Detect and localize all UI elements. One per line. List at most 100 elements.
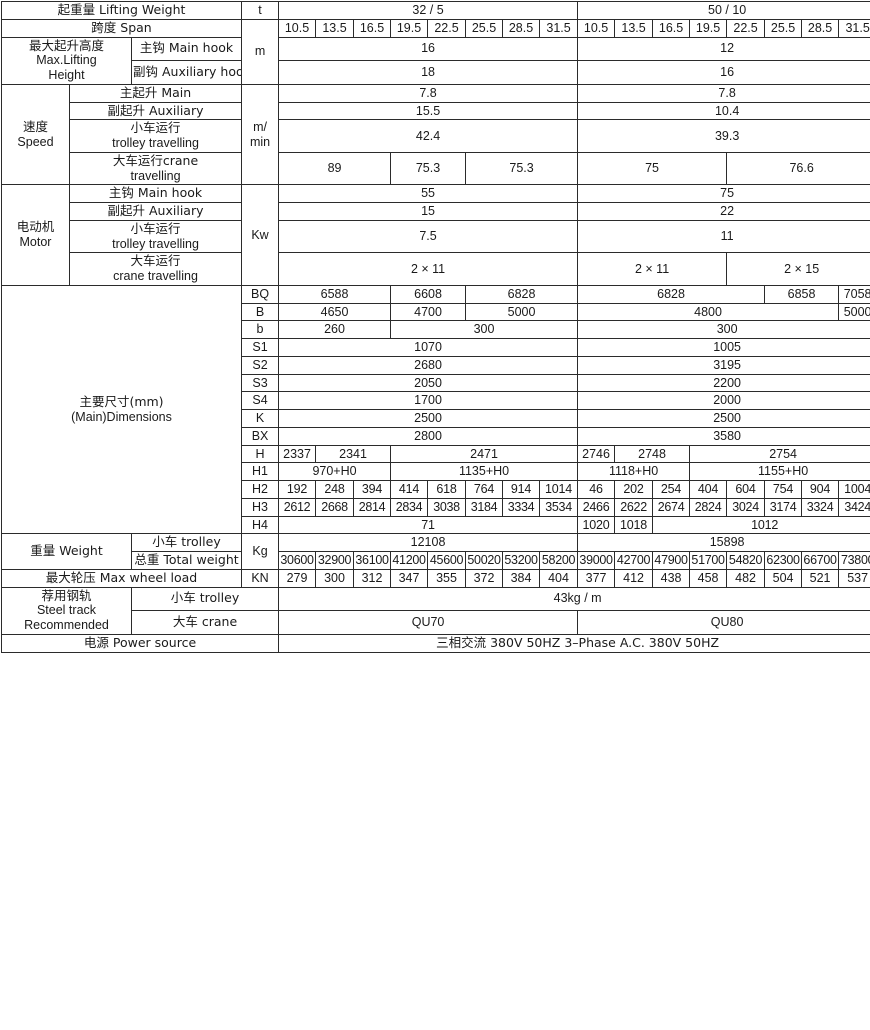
span-g1-3: 19.5 xyxy=(390,18,429,38)
span-g1-1: 13.5 xyxy=(315,18,355,38)
cell-g1-7: 1014 xyxy=(539,480,579,499)
cell-g2-7: 1004 xyxy=(838,480,870,499)
track-trolley-value: 43kg / m xyxy=(278,586,870,612)
row-max-wheel-load: 最大轮压 Max wheel load KN 279 300 312 347 355 372 3… xyxy=(0,568,870,588)
total-weight-g2-4: 54820 xyxy=(726,551,766,570)
cell-g1-0: 2680 xyxy=(278,355,579,375)
unit-meter: m xyxy=(241,18,280,85)
motor-aux-g1: 15 xyxy=(278,202,579,221)
row-weight-trolley: 重量 Weight 小车 trolley Kg 12108 15898 xyxy=(1,533,870,570)
label-motor-main-hook: 主钩 Main hook xyxy=(68,184,243,203)
label-motor-trolley: 小车运行 trolley travelling xyxy=(68,219,243,254)
span-g2-5: 25.5 xyxy=(764,18,803,38)
cell-g2-2: 1012 xyxy=(652,515,870,535)
cell-g1-0: 71 xyxy=(278,515,579,535)
cell-g1-1: 2341 xyxy=(315,444,392,464)
cell-g1-2: 6828 xyxy=(465,284,579,304)
wheel-load-g1-1: 300 xyxy=(315,568,355,588)
cell-g1-7: 3534 xyxy=(539,497,579,517)
max-lift-main-g1: 16 xyxy=(278,36,579,62)
cell-g2-1: 1155+H0 xyxy=(689,462,870,481)
spec-table-body: 起重量 Lifting Weight t 32 / 5 50 / 10 跨度 Span m… xyxy=(0,1,870,653)
total-weight-g1-7: 58200 xyxy=(539,551,579,570)
unit-lifting-weight: t xyxy=(241,1,280,20)
total-weight-g2-0: 39000 xyxy=(577,551,616,570)
cell-g2-0: 4800 xyxy=(577,302,840,322)
cell-g2-0: 3580 xyxy=(577,426,870,446)
cell-g2-1: 76.6 xyxy=(726,151,870,186)
wheel-load-g2-6: 521 xyxy=(801,568,840,588)
row-weight-total: 总重 Total weight 30600 32900 36100 41200 45600… xyxy=(2,551,870,570)
cell-g1-0: 6588 xyxy=(278,284,392,304)
motor-main-g2: 75 xyxy=(577,184,870,203)
dim-key-H2: H2 xyxy=(241,480,280,499)
row-motor-main-hook: 电动机 Motor 主钩 Main hook Kw 55 75 xyxy=(1,184,870,286)
unit-kn: KN xyxy=(241,568,280,588)
cell-g2-0: 46 xyxy=(577,480,616,499)
span-g2-2: 16.5 xyxy=(652,18,691,38)
dim-key-H1: H1 xyxy=(241,462,280,481)
cell-g1-2: 75.3 xyxy=(465,151,579,186)
label-lifting-weight: 起重量 Lifting Weight xyxy=(0,1,243,20)
cell-g1-6: 3334 xyxy=(502,497,541,517)
cell-g1-0: 2800 xyxy=(278,426,579,446)
dim-key-S3: S3 xyxy=(241,373,280,393)
label-track-trolley: 小车 trolley xyxy=(130,586,280,612)
label-speed-main: 主起升 Main xyxy=(68,83,243,103)
label-power-source: 电源 Power source xyxy=(0,633,280,653)
power-source-value: 三相交流 380V 50HZ 3–Phase A.C. 380V 50HZ xyxy=(278,633,870,653)
dim-key-BX: BX xyxy=(241,426,280,446)
cell-g1-1: 248 xyxy=(315,480,355,499)
wheel-load-g1-0: 279 xyxy=(278,568,317,588)
cell-g1-0: 2337 xyxy=(278,444,317,464)
row-steel-track-crane: 大车 crane QU70 QU80 xyxy=(2,610,870,635)
cell-g1-1: 300 xyxy=(390,320,579,339)
wheel-load-g2-3: 458 xyxy=(689,568,728,588)
cell-g2-2: 2754 xyxy=(689,444,870,464)
wheel-load-g1-4: 355 xyxy=(427,568,467,588)
span-g1-6: 28.5 xyxy=(502,18,541,38)
unit-kw: Kw xyxy=(241,184,280,286)
row-lifting-weight: 起重量 Lifting Weight t 32 / 5 50 / 10 xyxy=(0,1,870,20)
label-max-lifting-height: 最大起升高度 Max.Lifting Height xyxy=(1,36,132,85)
cell-g1-3: 2834 xyxy=(390,497,429,517)
cell-g2-4: 3024 xyxy=(726,497,766,517)
cell-g1-1: 1135+H0 xyxy=(390,462,579,481)
label-speed: 速度 Speed xyxy=(1,83,70,186)
cell-g1-5: 3184 xyxy=(465,497,504,517)
total-weight-g1-2: 36100 xyxy=(353,551,392,570)
cell-g2-1: 5000 xyxy=(838,302,870,322)
cell-g1-1: 75.3 xyxy=(390,151,467,186)
dim-key-S4: S4 xyxy=(241,391,280,410)
speed-aux-g2: 10.4 xyxy=(577,101,870,121)
span-g1-0: 10.5 xyxy=(278,18,317,38)
label-motor-auxiliary: 副起升 Auxiliary xyxy=(68,202,243,221)
wheel-load-g2-5: 504 xyxy=(764,568,803,588)
row-motor-crane: 大车运行 crane travelling 2 × 11 2 × 11 2 × 15 xyxy=(2,252,870,286)
row-dim-S4: S4 1700 2000 xyxy=(2,391,870,410)
max-lift-main-g2: 12 xyxy=(577,36,870,62)
max-lift-aux-g1: 18 xyxy=(278,60,579,85)
cell-g1-0: 970+H0 xyxy=(278,462,392,481)
span-g2-1: 13.5 xyxy=(614,18,654,38)
total-weight-g1-1: 32900 xyxy=(315,551,355,570)
row-steel-track-trolley: 荐用钢轨 Steel track Recommended 小车 trolley 43kg… xyxy=(1,586,870,635)
dim-key-H3: H3 xyxy=(241,497,280,517)
motor-trolley-g1: 7.5 xyxy=(278,219,579,254)
cell-g2-0: 1005 xyxy=(577,338,870,357)
wheel-load-g1-7: 404 xyxy=(539,568,579,588)
cell-g1-0: 1700 xyxy=(278,391,579,410)
cell-g1-1: 6608 xyxy=(390,284,467,304)
label-aux-hook: 副钩 Auxiliary hook xyxy=(130,60,243,85)
unit-m-min: m/min xyxy=(241,83,280,186)
motor-aux-g2: 22 xyxy=(577,202,870,221)
cell-g2-0: 300 xyxy=(577,320,870,339)
cell-g1-0: 2612 xyxy=(278,497,317,517)
row-power-source: 电源 Power source 三相交流 380V 50HZ 3–Phase A.… xyxy=(0,633,870,653)
speed-aux-g1: 15.5 xyxy=(278,101,579,121)
unit-kg: Kg xyxy=(241,533,280,570)
cell-g2-4: 604 xyxy=(726,480,766,499)
row-dim-S1: S1 1070 1005 xyxy=(2,338,870,357)
row-max-lift-aux-hook: 副钩 Auxiliary hook 18 16 xyxy=(2,60,870,85)
cell-g2-1: 202 xyxy=(614,480,654,499)
